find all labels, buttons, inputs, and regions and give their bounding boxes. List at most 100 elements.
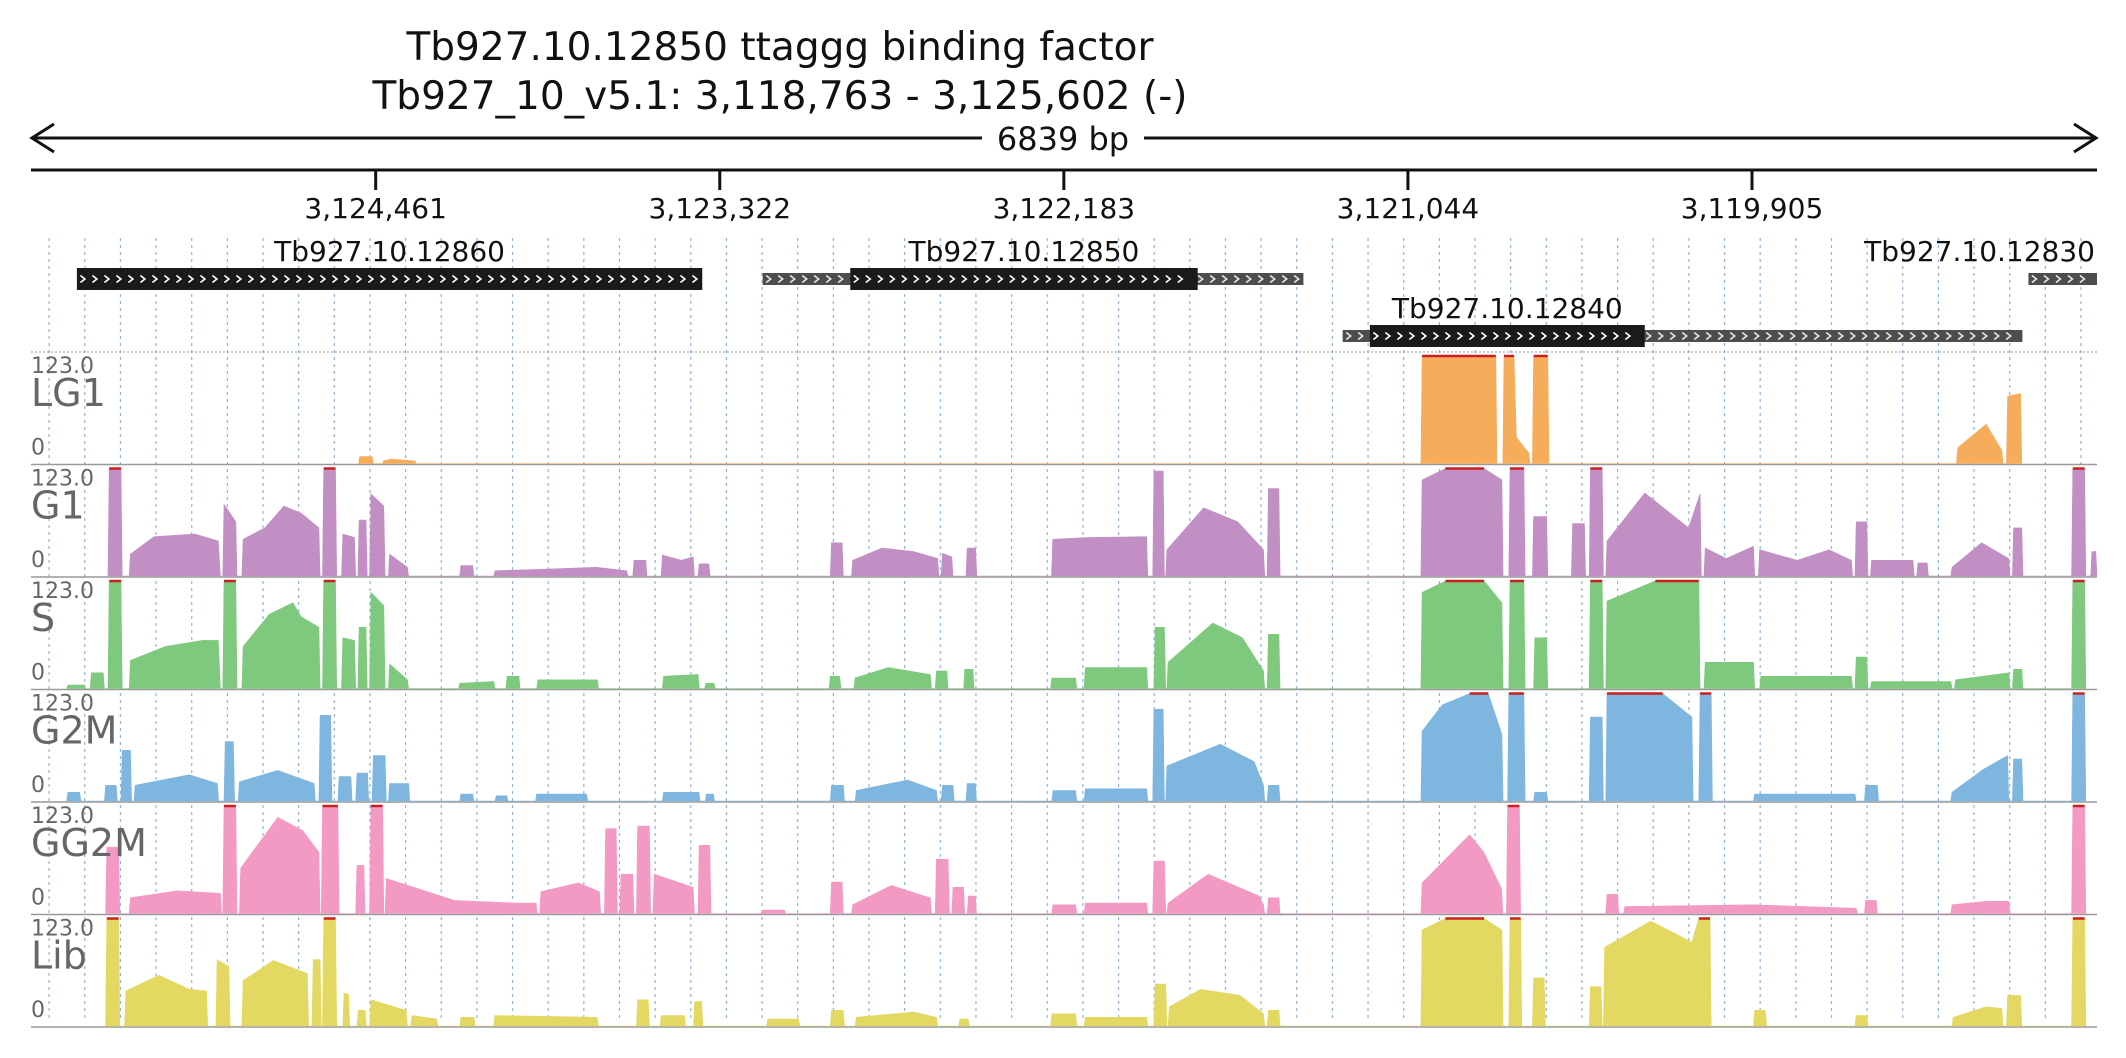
strand-chevron-icon: [463, 274, 471, 284]
strand-chevron-icon: [631, 274, 639, 284]
strand-chevron-icon: [1945, 331, 1952, 341]
strand-chevron-icon: [595, 274, 603, 284]
strand-chevron-icon: [1717, 331, 1724, 341]
strand-chevron-icon: [1645, 331, 1652, 341]
coverage-area: [107, 468, 2098, 577]
track-g1: 123.0 0 G1: [31, 464, 2098, 578]
coverage-area: [105, 918, 2087, 1027]
strand-chevron-icon: [1969, 331, 1976, 341]
strand-chevron-icon: [1105, 274, 1112, 284]
gene-cds: [850, 268, 1198, 290]
strand-chevron-icon: [1117, 274, 1124, 284]
strand-chevron-icon: [1741, 331, 1748, 341]
span-length: 6839 bp: [997, 120, 1129, 158]
strand-chevron-icon: [223, 274, 231, 284]
strand-chevron-icon: [1456, 331, 1464, 341]
strand-chevron-icon: [1624, 331, 1632, 341]
strand-chevron-icon: [1885, 331, 1892, 341]
strand-chevron-icon: [163, 274, 171, 284]
strand-chevron-icon: [1345, 331, 1352, 341]
strand-chevron-icon: [937, 274, 944, 284]
strand-chevron-icon: [259, 274, 267, 284]
track-gg2m: 123.0 0 GG2M: [31, 801, 2097, 916]
strand-chevron-icon: [1528, 331, 1536, 341]
gene-title: Tb927.10.12850 ttaggg binding factor: [405, 25, 1154, 70]
strand-chevron-icon: [355, 274, 363, 284]
strand-chevron-icon: [1420, 331, 1428, 341]
strand-chevron-icon: [151, 274, 159, 284]
track-lg1: 123.0 0 LG1: [31, 351, 2097, 466]
strand-chevron-icon: [1129, 274, 1136, 284]
strand-chevron-icon: [1777, 331, 1784, 341]
strand-chevron-icon: [2067, 274, 2074, 284]
strand-chevron-icon: [103, 274, 111, 284]
strand-chevron-icon: [271, 274, 279, 284]
strand-chevron-icon: [691, 274, 699, 284]
strand-chevron-icon: [535, 274, 543, 284]
strand-chevron-icon: [283, 274, 291, 284]
coverage-area: [105, 805, 2087, 914]
strand-chevron-icon: [961, 274, 968, 284]
coverage-area: [66, 693, 2087, 802]
strand-chevron-icon: [1033, 274, 1040, 284]
axis-tick-label: 3,121,044: [1337, 192, 1480, 225]
track-g2m: 123.0 0 G2M: [31, 689, 2097, 803]
strand-chevron-icon: [2043, 274, 2050, 284]
strand-chevron-icon: [1384, 331, 1392, 341]
strand-chevron-icon: [475, 274, 483, 284]
strand-chevron-icon: [391, 274, 399, 284]
strand-chevron-icon: [415, 274, 423, 284]
coordinate-ruler: 3,124,461 3,123,322 3,122,183 3,121,044 3,11…: [31, 168, 2097, 225]
track-name: Lib: [31, 934, 87, 978]
gene-feature: Tb927.10.12840: [1342, 292, 2023, 347]
strand-chevron-icon: [1081, 274, 1088, 284]
track-ymin-label: 0: [31, 773, 45, 798]
strand-chevron-icon: [1933, 331, 1940, 341]
gene-label: Tb927.10.12860: [273, 235, 505, 268]
strand-chevron-icon: [1849, 331, 1856, 341]
gene-feature: Tb927.10.12850: [762, 235, 1304, 290]
strand-chevron-icon: [379, 274, 387, 284]
strand-chevron-icon: [901, 274, 908, 284]
strand-chevron-icon: [1693, 331, 1700, 341]
strand-chevron-icon: [1801, 331, 1808, 341]
strand-chevron-icon: [1492, 331, 1500, 341]
strand-chevron-icon: [1480, 331, 1488, 341]
gene-utr: [2028, 273, 2097, 285]
strand-chevron-icon: [1957, 331, 1964, 341]
track-ymin-label: 0: [31, 548, 45, 573]
strand-chevron-icon: [343, 274, 351, 284]
span-right-arrow-icon: [2073, 122, 2099, 154]
strand-chevron-icon: [1600, 331, 1608, 341]
strand-chevron-icon: [1444, 331, 1452, 341]
strand-chevron-icon: [853, 274, 860, 284]
track-ymin-label: 0: [31, 661, 45, 686]
strand-chevron-icon: [115, 274, 123, 284]
strand-chevron-icon: [837, 274, 844, 284]
strand-chevron-icon: [1396, 331, 1404, 341]
strand-chevron-icon: [1612, 331, 1620, 341]
strand-chevron-icon: [367, 274, 375, 284]
strand-chevron-icon: [1540, 331, 1548, 341]
strand-chevron-icon: [1861, 331, 1868, 341]
axis-tick-label: 3,122,183: [993, 192, 1136, 225]
strand-chevron-icon: [789, 274, 796, 284]
strand-chevron-icon: [1057, 274, 1064, 284]
strand-chevron-icon: [235, 274, 243, 284]
strand-chevron-icon: [1372, 331, 1380, 341]
track-ymin-label: 0: [31, 886, 45, 911]
strand-chevron-icon: [1209, 274, 1216, 284]
track-ymin-label: 0: [31, 436, 45, 461]
strand-chevron-icon: [1069, 274, 1076, 284]
strand-chevron-icon: [91, 274, 99, 284]
strand-chevron-icon: [79, 274, 87, 284]
strand-chevron-icon: [1468, 331, 1476, 341]
strand-chevron-icon: [1141, 274, 1148, 284]
strand-chevron-icon: [1045, 274, 1052, 284]
locus-coordinates: Tb927_10_v5.1: 3,118,763 - 3,125,602 (-): [371, 74, 1187, 119]
axis-tick-label: 3,119,905: [1681, 192, 1824, 225]
track-s: 123.0 0 S: [31, 576, 2097, 691]
strand-chevron-icon: [1177, 274, 1184, 284]
track-name: S: [31, 596, 55, 640]
gene-label: Tb927.10.12840: [1391, 292, 1623, 325]
